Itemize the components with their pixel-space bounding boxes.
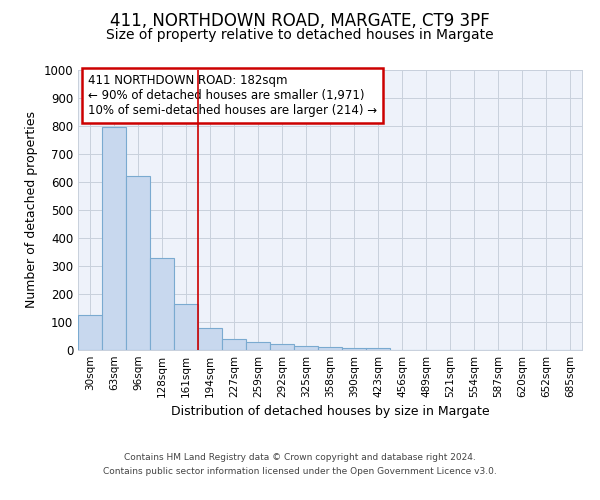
Bar — [102, 128, 126, 350]
Bar — [270, 344, 294, 350]
Bar — [366, 348, 390, 350]
Bar — [294, 346, 318, 350]
Bar — [318, 347, 342, 350]
Bar — [78, 315, 102, 350]
Bar — [150, 258, 174, 350]
Bar — [198, 328, 222, 350]
Bar — [174, 304, 198, 350]
X-axis label: Distribution of detached houses by size in Margate: Distribution of detached houses by size … — [170, 406, 490, 418]
Bar — [222, 339, 246, 350]
Bar — [246, 342, 270, 350]
Bar — [342, 348, 366, 350]
Text: 411, NORTHDOWN ROAD, MARGATE, CT9 3PF: 411, NORTHDOWN ROAD, MARGATE, CT9 3PF — [110, 12, 490, 30]
Text: 411 NORTHDOWN ROAD: 182sqm
← 90% of detached houses are smaller (1,971)
10% of s: 411 NORTHDOWN ROAD: 182sqm ← 90% of deta… — [88, 74, 377, 117]
Y-axis label: Number of detached properties: Number of detached properties — [25, 112, 38, 308]
Text: Size of property relative to detached houses in Margate: Size of property relative to detached ho… — [106, 28, 494, 42]
Text: Contains HM Land Registry data © Crown copyright and database right 2024.: Contains HM Land Registry data © Crown c… — [124, 454, 476, 462]
Bar — [126, 176, 150, 350]
Text: Contains public sector information licensed under the Open Government Licence v3: Contains public sector information licen… — [103, 467, 497, 476]
